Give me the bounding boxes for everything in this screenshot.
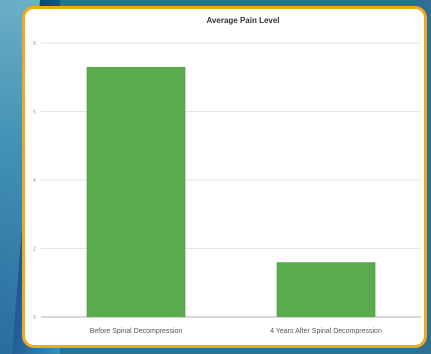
x-axis-labels: Before Spinal Decompression 4 Years After…: [90, 328, 382, 335]
y-tick-label: 2: [33, 247, 36, 253]
x-tick-label: 4 Years After Spinal Decompression: [270, 328, 382, 335]
y-tick-label: 4: [33, 178, 36, 184]
chart-panel: Average Pain Level 0 2 4 6 8 Before Spinal D…: [22, 6, 427, 348]
y-axis-ticks: 0 2 4 6 8: [33, 41, 36, 321]
bar-chart: Average Pain Level 0 2 4 6 8 Before Spinal D…: [33, 16, 421, 335]
bar: [86, 66, 186, 317]
y-tick-label: 0: [33, 315, 36, 321]
y-tick-label: 8: [33, 41, 36, 47]
y-tick-label: 6: [33, 110, 36, 116]
bar: [276, 262, 376, 317]
chart-title: Average Pain Level: [206, 16, 279, 25]
x-tick-label: Before Spinal Decompression: [90, 328, 183, 335]
bars: [86, 66, 376, 317]
